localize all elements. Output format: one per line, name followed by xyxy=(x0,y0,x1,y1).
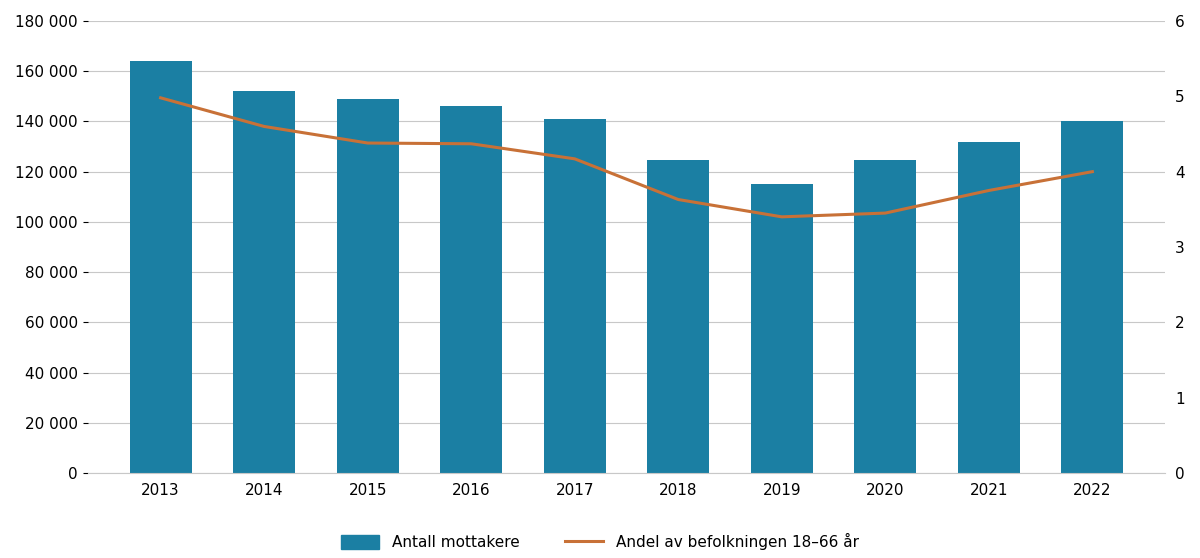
Bar xyxy=(337,99,398,473)
Bar xyxy=(751,184,812,473)
Bar xyxy=(854,160,917,473)
Legend: Antall mottakere, Andel av befolkningen 18–66 år: Antall mottakere, Andel av befolkningen … xyxy=(341,533,859,550)
Bar xyxy=(440,107,503,473)
Bar xyxy=(958,142,1020,473)
Bar xyxy=(544,119,606,473)
Bar xyxy=(647,160,709,473)
Bar xyxy=(233,92,295,473)
Bar xyxy=(1061,122,1123,473)
Bar xyxy=(130,61,192,473)
